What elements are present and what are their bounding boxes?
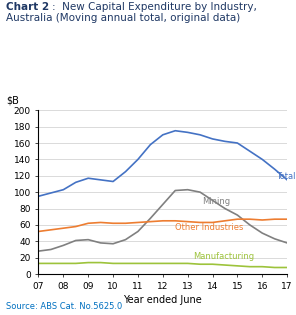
Text: Manufacturing: Manufacturing [193, 252, 254, 261]
Text: Mining: Mining [202, 198, 231, 206]
Text: Source: ABS Cat. No.5625.0: Source: ABS Cat. No.5625.0 [6, 302, 122, 311]
Text: Other Industries: Other Industries [175, 223, 244, 232]
Text: Chart 2: Chart 2 [6, 2, 49, 12]
X-axis label: Year ended June: Year ended June [123, 295, 202, 305]
Text: Australia (Moving annual total, original data): Australia (Moving annual total, original… [6, 13, 240, 23]
Text: :  New Capital Expenditure by Industry,: : New Capital Expenditure by Industry, [52, 2, 257, 12]
Text: $B: $B [6, 95, 19, 105]
Text: Total: Total [276, 172, 295, 181]
